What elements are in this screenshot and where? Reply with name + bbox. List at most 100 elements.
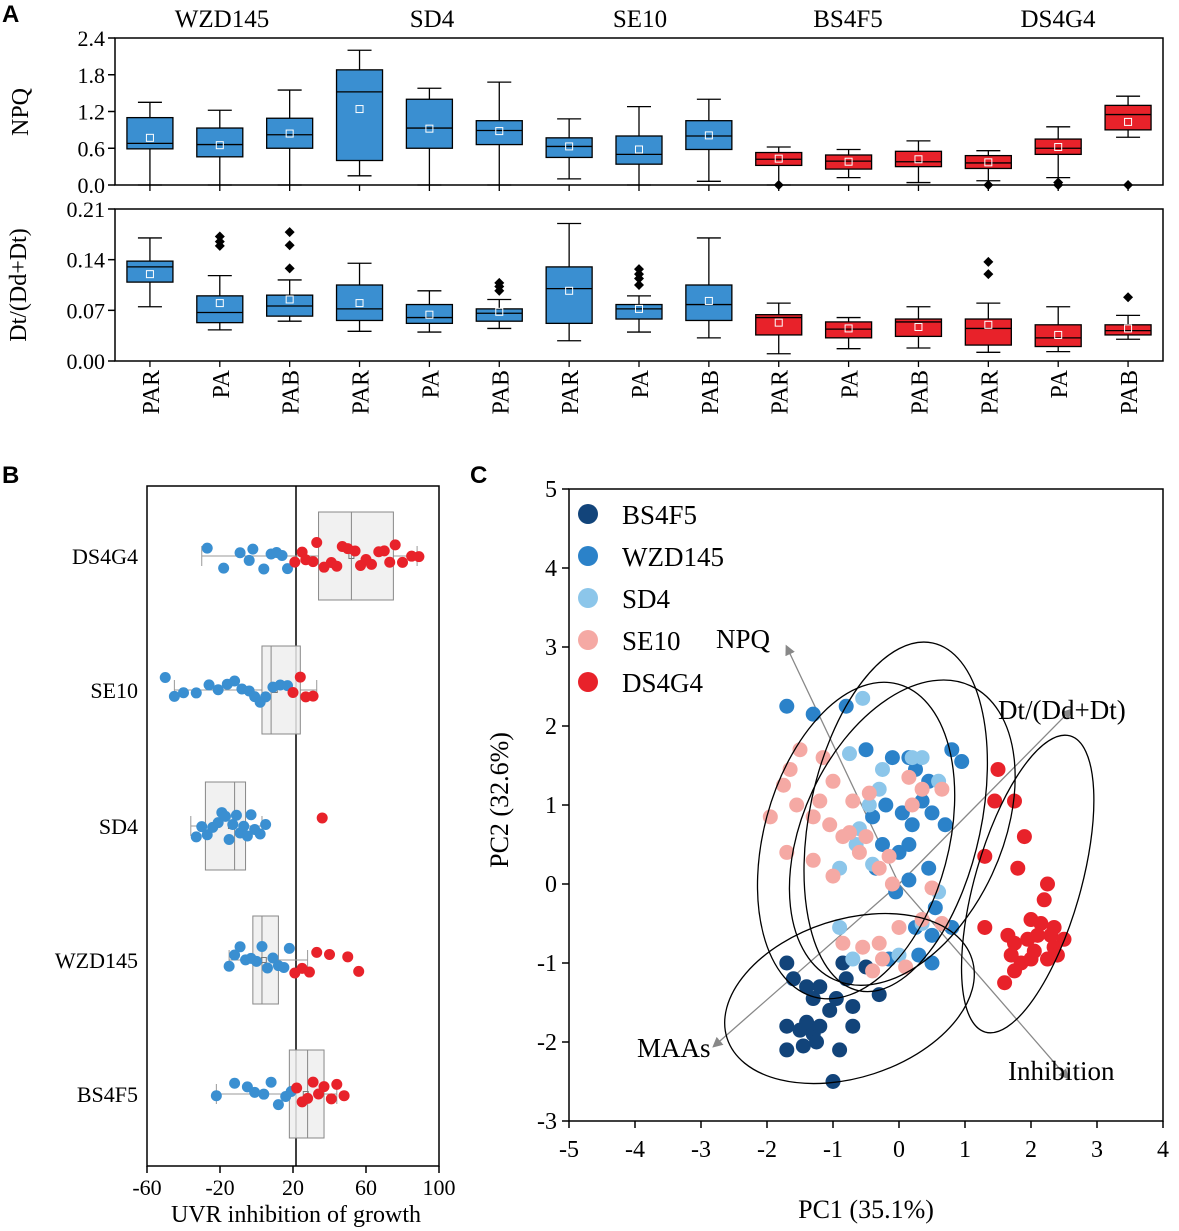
legend-label: WZD145 xyxy=(622,542,724,572)
row-label: BS4F5 xyxy=(77,1082,138,1107)
data-point xyxy=(247,543,259,555)
box-15 xyxy=(1104,95,1152,190)
data-point xyxy=(234,941,246,953)
data-point xyxy=(779,698,795,714)
legend-item-sd4: SD4 xyxy=(578,584,671,614)
box-iqr xyxy=(1104,104,1152,131)
box-iqr xyxy=(615,303,663,320)
data-point xyxy=(805,852,821,868)
data-point xyxy=(294,671,306,683)
x-tick-label: 1 xyxy=(959,1137,971,1163)
data-point xyxy=(977,919,993,935)
data-point xyxy=(331,1078,343,1090)
data-point xyxy=(858,742,874,758)
data-point xyxy=(875,761,890,777)
loading-arrow-maas xyxy=(712,883,900,1048)
y-tick-label: 0.21 xyxy=(67,197,106,222)
mean-marker xyxy=(635,145,643,154)
outlier xyxy=(634,264,644,275)
mean-marker xyxy=(425,124,434,133)
box-2 xyxy=(196,109,244,186)
panel-b-xlabel: UVR inhibition of growth xyxy=(171,1202,421,1228)
data-point xyxy=(871,860,887,876)
data-point xyxy=(389,539,401,551)
row-label: SD4 xyxy=(99,814,138,839)
data-point xyxy=(865,963,881,979)
data-point xyxy=(1007,793,1022,809)
data-point xyxy=(325,1093,337,1105)
mean-marker xyxy=(984,320,993,329)
category-label-pab: PAB xyxy=(279,370,305,414)
data-point xyxy=(196,821,208,833)
data-point xyxy=(1010,860,1026,876)
data-point xyxy=(776,777,791,793)
data-point xyxy=(789,797,805,813)
box-iqr xyxy=(1104,324,1152,336)
category-label-pa: PA xyxy=(838,369,864,398)
data-point xyxy=(855,939,871,955)
series-ds4g4 xyxy=(977,761,1072,991)
y-tick-label: 0 xyxy=(545,872,557,898)
x-tick-label: -60 xyxy=(132,1175,161,1200)
box-iqr xyxy=(964,318,1012,346)
mean-marker xyxy=(635,304,643,313)
data-point xyxy=(914,750,930,766)
data-point xyxy=(1020,931,1036,947)
data-point xyxy=(1033,916,1049,931)
data-point xyxy=(779,1018,795,1034)
data-point xyxy=(832,1042,848,1058)
box-iqr xyxy=(824,321,873,339)
confidence-ellipse-se10 xyxy=(756,681,956,1000)
dt-axis-label: Dt/(Dd+Dt) xyxy=(6,228,32,342)
data-point xyxy=(835,935,851,951)
category-label-par: PAR xyxy=(349,370,375,414)
box-iqr xyxy=(475,120,523,146)
panel-c-xlabel: PC1 (35.1%) xyxy=(798,1195,934,1224)
y-tick-label: 2 xyxy=(545,714,557,740)
x-tick-label: 60 xyxy=(355,1175,377,1200)
data-point xyxy=(865,809,881,825)
data-point xyxy=(855,690,871,706)
x-tick-label: -3 xyxy=(691,1137,711,1163)
legend-swatch xyxy=(578,630,598,650)
data-point xyxy=(365,558,377,570)
data-point xyxy=(799,1014,815,1030)
category-label-pab: PAB xyxy=(488,370,514,414)
npq-axis-label: NPQ xyxy=(8,88,34,136)
data-point xyxy=(278,961,290,973)
data-point xyxy=(904,797,920,813)
data-point xyxy=(884,876,900,892)
data-point xyxy=(1007,963,1022,979)
data-point xyxy=(1036,892,1052,908)
category-label-par: PAR xyxy=(768,370,794,414)
box-10 xyxy=(755,146,803,190)
box-iqr xyxy=(1034,138,1082,156)
box-5 xyxy=(405,87,454,186)
outlier xyxy=(634,269,644,280)
data-point xyxy=(307,556,319,568)
data-point xyxy=(276,550,288,562)
legend-item-wzd145: WZD145 xyxy=(578,542,724,572)
panel-c-ylabel: PC2 (32.6%) xyxy=(485,732,514,868)
x-tick-label: -5 xyxy=(559,1137,579,1163)
mean-marker xyxy=(215,141,224,150)
box-9 xyxy=(685,237,733,339)
legend-swatch xyxy=(578,546,598,566)
data-point xyxy=(318,1081,330,1093)
loading-label-inhibition: Inhibition xyxy=(1008,1056,1115,1086)
mean-marker xyxy=(704,131,713,140)
box-iqr xyxy=(545,266,593,325)
data-point xyxy=(289,556,301,568)
box-9 xyxy=(685,98,733,182)
data-point xyxy=(203,679,215,691)
loading-label-dtdddt: Dt/(Dd+Dt) xyxy=(998,695,1126,725)
data-point xyxy=(378,545,390,557)
mean-marker xyxy=(355,299,364,308)
box-iqr xyxy=(755,314,803,336)
data-point xyxy=(245,809,257,821)
y-tick-label: -3 xyxy=(537,1109,557,1135)
y-tick-label: 2.4 xyxy=(78,26,106,51)
category-label-pa: PA xyxy=(628,369,654,398)
series-bs4f5 xyxy=(779,955,887,1089)
group-label-se10: SE10 xyxy=(613,6,667,33)
